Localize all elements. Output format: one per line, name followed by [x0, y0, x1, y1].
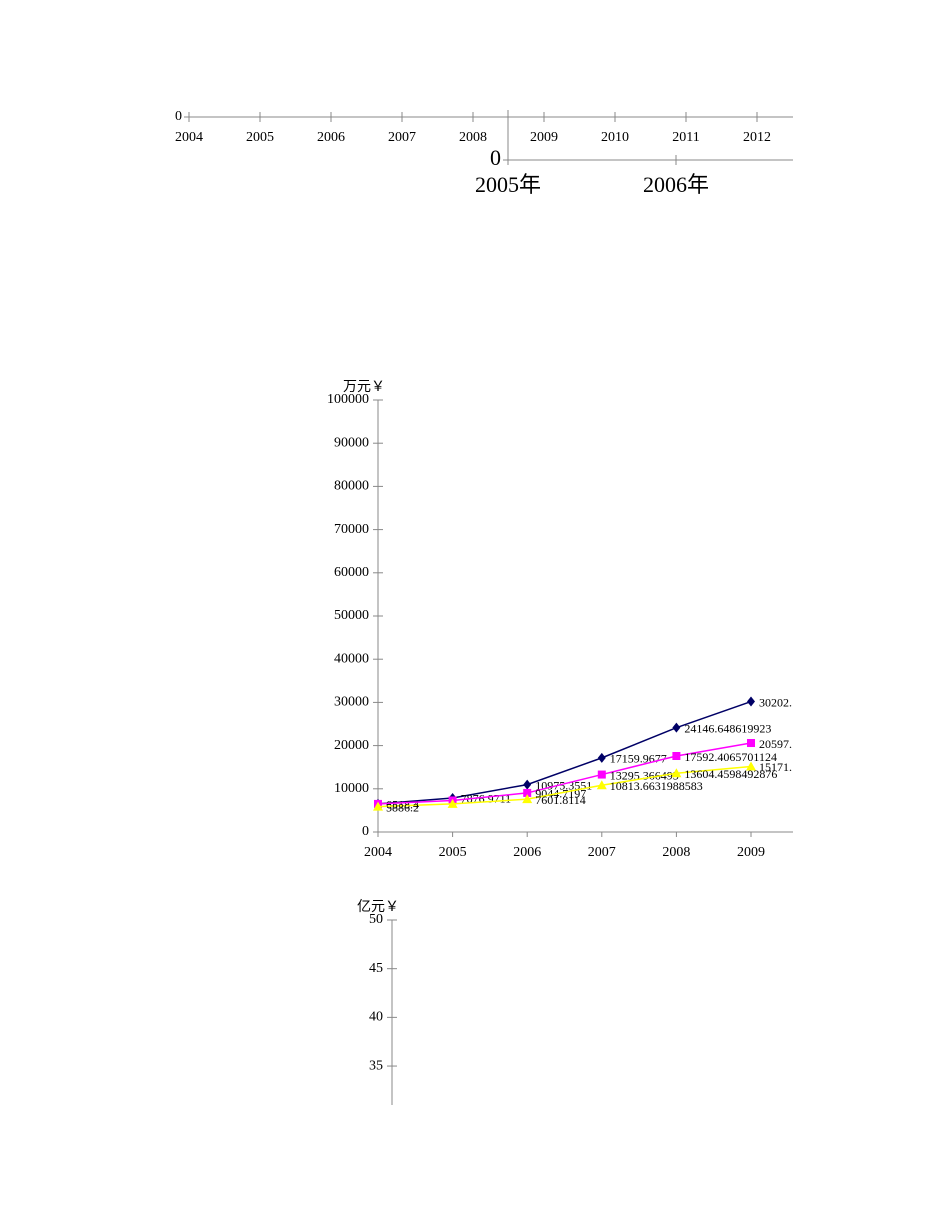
x-tick-label: 2008	[459, 130, 487, 145]
data-label: 10975.3551	[535, 778, 592, 792]
x-tick-label: 2006年	[643, 172, 709, 197]
y-tick-label: 30000	[334, 695, 369, 710]
data-label: 30202.	[759, 695, 792, 709]
x-tick-label: 2004	[364, 845, 392, 860]
y-tick-label: 90000	[334, 435, 369, 450]
x-tick-label: 2005	[439, 845, 467, 860]
marker	[522, 794, 533, 804]
y-tick-label: 40000	[334, 651, 369, 666]
data-label: 10813.6631988583	[610, 779, 703, 793]
y-tick-label: 40	[369, 1010, 383, 1025]
data-label: 24146.648619923	[684, 721, 771, 735]
x-tick-label: 2006	[513, 845, 541, 860]
y-tick-label: 70000	[334, 522, 369, 537]
y-tick-label: 0	[175, 109, 182, 124]
x-tick-label: 2005	[246, 130, 274, 145]
data-label: 6518.4	[386, 798, 419, 812]
x-tick-label: 2011	[672, 130, 699, 145]
marker	[597, 770, 606, 779]
data-label: 13295.366495	[610, 768, 679, 782]
y-tick-label: 0	[490, 145, 501, 170]
x-tick-label: 2009	[737, 845, 765, 860]
series-line	[377, 700, 752, 805]
y-tick-label: 20000	[334, 738, 369, 753]
y-tick-label: 80000	[334, 479, 369, 494]
marker	[747, 696, 755, 707]
y-tick-label: 60000	[334, 565, 369, 580]
y-tick-label: 45	[369, 961, 383, 976]
y-axis-label: 亿元￥	[357, 899, 399, 915]
marker	[746, 761, 756, 771]
marker	[747, 739, 755, 748]
x-tick-label: 2007	[388, 130, 416, 145]
marker	[672, 722, 681, 733]
marker	[596, 780, 607, 790]
data-label: 13604.4598492876	[684, 767, 777, 781]
x-tick-label: 2009	[530, 130, 558, 145]
x-tick-label: 2005年	[475, 172, 541, 197]
data-label: 17592.4065701124	[684, 750, 777, 764]
series-line	[377, 765, 752, 808]
x-tick-label: 2006	[317, 130, 345, 145]
y-tick-label: 0	[362, 824, 369, 839]
x-tick-label: 2004	[175, 130, 203, 145]
data-label: 17159.9677	[610, 752, 667, 766]
marker	[447, 798, 458, 808]
y-tick-label: 10000	[334, 781, 369, 796]
x-tick-label: 2012	[743, 130, 771, 145]
data-label: 7601.8114	[535, 793, 586, 807]
y-tick-label: 35	[369, 1058, 383, 1073]
data-label: 15171.	[759, 760, 792, 774]
marker	[523, 788, 532, 797]
marker	[523, 779, 532, 790]
y-tick-label: 100000	[327, 392, 369, 407]
x-tick-label: 2008	[662, 845, 690, 860]
x-tick-label: 2010	[601, 130, 629, 145]
data-label: 5886.2	[386, 800, 419, 814]
marker	[672, 752, 681, 761]
x-tick-label: 2007	[588, 845, 616, 860]
marker	[671, 768, 682, 778]
data-label: 20597.	[759, 737, 792, 751]
series-line	[377, 742, 752, 805]
y-tick-label: 50	[369, 912, 383, 927]
marker	[597, 752, 606, 763]
y-tick-label: 50000	[334, 608, 369, 623]
marker	[373, 801, 383, 811]
y-axis-label: 万元￥	[343, 380, 385, 395]
